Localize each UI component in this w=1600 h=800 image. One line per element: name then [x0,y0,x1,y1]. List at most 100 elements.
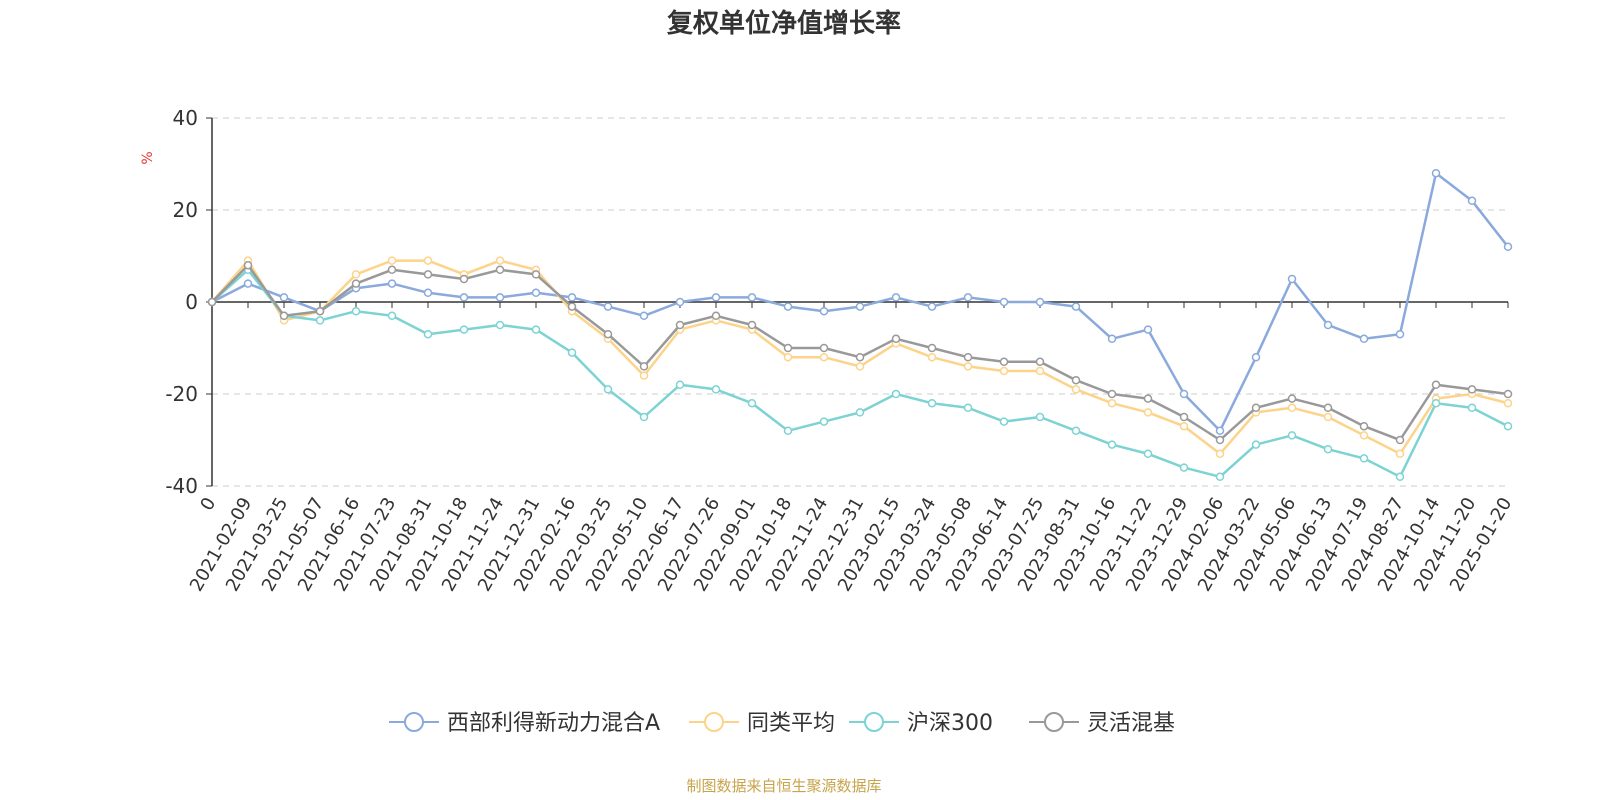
data-point [711,293,721,302]
data-point [1143,325,1153,334]
data-point [927,352,937,362]
data-point [387,256,397,265]
data-point [1287,394,1297,403]
data-point [351,279,361,288]
data-point [1251,352,1261,362]
data-point [1035,297,1045,307]
x-tick-label: 0 [196,494,220,514]
data-point [747,320,757,330]
grid-lines [212,117,1508,487]
data-point [1503,398,1513,408]
data-point [243,279,253,288]
data-point [531,288,541,298]
data-point [459,274,469,284]
data-point [387,265,397,275]
data-point [1143,408,1153,417]
data-point [1107,440,1117,449]
y-tick-label: 40 [173,106,198,130]
data-point [1215,472,1225,482]
data-source-note: 制图数据来自恒生聚源数据库 [686,777,881,795]
data-point [855,302,865,311]
data-point [243,260,253,270]
data-point [1215,449,1225,459]
data-point [1503,242,1513,252]
data-point [675,297,685,307]
data-point [963,403,973,413]
y-axis-unit: % [140,151,156,164]
data-point [1179,389,1189,399]
data-point [1035,366,1045,376]
data-point [999,297,1009,307]
data-point [1143,394,1153,403]
series-2 [207,265,1513,482]
legend-marker-icon [864,712,884,732]
legend-label: 同类平均 [747,711,835,736]
data-point [1467,196,1477,206]
legend-item[interactable]: 灵活混基 [1029,711,1175,736]
data-point [495,320,505,330]
data-point [423,270,433,279]
data-point [1251,440,1261,449]
data-point [1071,426,1081,436]
data-point [855,352,865,362]
legend-item[interactable]: 西部利得新动力混合A [389,711,660,736]
data-point [927,302,937,311]
data-point [315,306,325,316]
data-point [1323,320,1333,330]
data-point [1143,449,1153,459]
data-point [567,348,577,357]
data-point [675,320,685,330]
data-point [963,352,973,362]
series-3 [207,260,1513,445]
data-point [459,293,469,302]
data-point [423,288,433,298]
data-point [1071,302,1081,311]
data-point [927,398,937,408]
data-point [747,398,757,408]
data-point [1107,389,1117,399]
legend-item[interactable]: 沪深300 [849,711,993,736]
data-point [639,371,649,380]
data-point [891,334,901,344]
data-point [1503,389,1513,399]
data-point [1395,472,1405,482]
data-point [387,311,397,321]
data-point [387,279,397,288]
y-tick-label: 20 [173,198,198,222]
data-point [1467,403,1477,413]
data-point [819,352,829,362]
data-point [1359,334,1369,344]
data-point [603,385,613,394]
data-point [783,426,793,436]
data-point [531,270,541,279]
data-point [783,343,793,353]
data-point [819,343,829,353]
y-tick-label: -40 [165,474,198,498]
data-point [1395,329,1405,339]
data-point [279,311,289,321]
data-point [1287,274,1297,284]
data-point [999,357,1009,367]
data-point [1395,435,1405,445]
data-point [603,329,613,339]
legend-item[interactable]: 同类平均 [689,711,835,736]
data-point [747,293,757,302]
data-point [351,306,361,316]
data-point [531,325,541,334]
data-point [279,293,289,302]
data-point [1179,412,1189,422]
data-point [495,265,505,275]
legend[interactable]: 西部利得新动力混合A 同类平均 沪深300 灵活混基 [389,711,1175,736]
data-point [1431,168,1441,178]
data-point [1179,463,1189,472]
data-point [891,389,901,399]
data-point [639,311,649,321]
data-point [1071,385,1081,394]
data-point [1503,421,1513,431]
series-0 [207,168,1513,436]
data-point [819,417,829,426]
legend-marker-icon [1044,712,1064,732]
data-point [351,270,361,279]
data-point [855,408,865,417]
